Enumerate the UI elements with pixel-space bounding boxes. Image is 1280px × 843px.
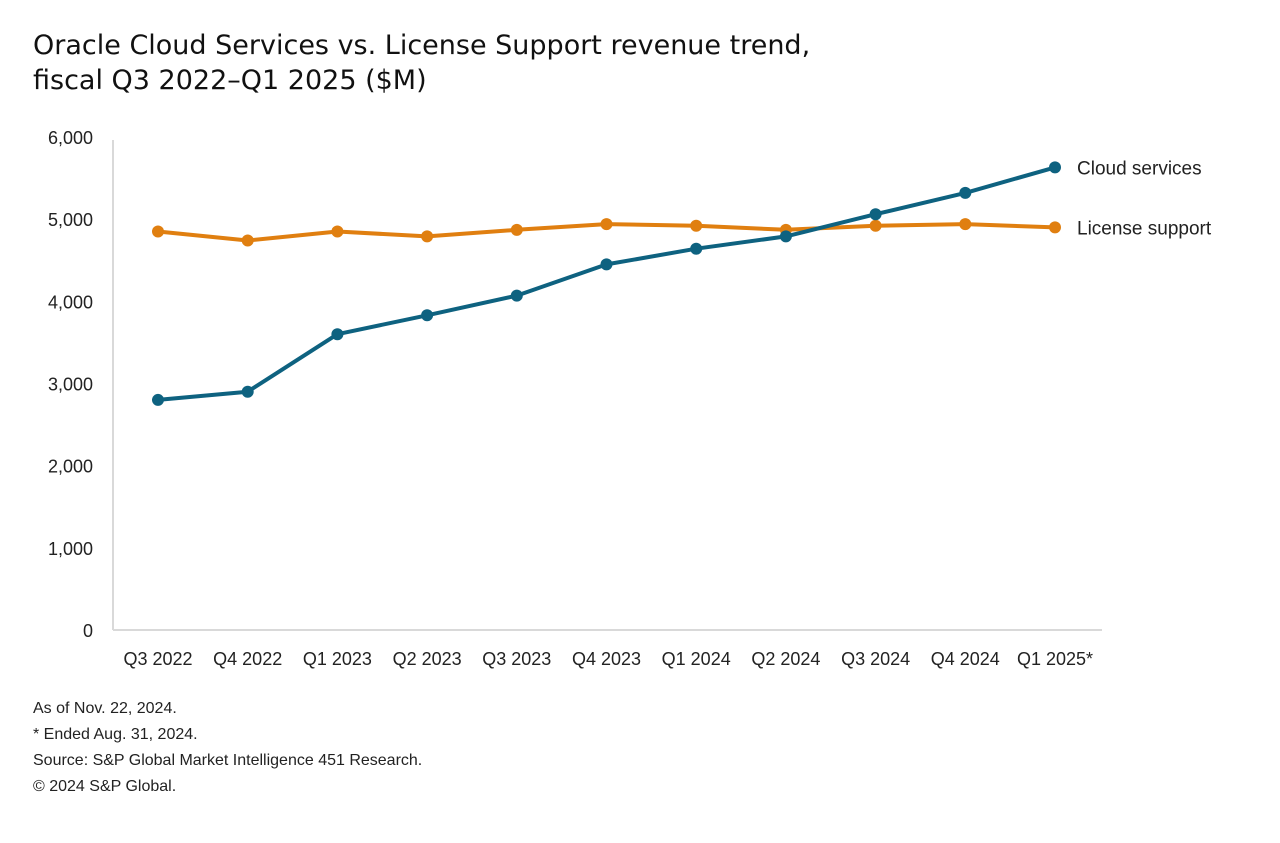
data-point-license-support [510,223,523,236]
chart-title: Oracle Cloud Services vs. License Suppor… [33,28,810,98]
data-point-cloud-services [510,289,523,302]
x-tick-label: Q2 2023 [393,649,462,669]
data-point-cloud-services [600,258,613,271]
series-layer: License support Cloud services [152,158,1212,406]
data-point-cloud-services [1049,161,1061,174]
y-tick-label: 6,000 [48,128,93,148]
data-point-license-support [331,225,344,238]
y-tick-label: 3,000 [48,375,93,395]
data-point-license-support [600,218,613,231]
data-point-license-support [690,219,703,232]
y-tick-label: 0 [83,621,93,641]
y-tick-label: 2,000 [48,457,93,477]
data-point-license-support [959,218,972,231]
x-axis-ticks: Q3 2022 Q4 2022 Q1 2023 Q2 2023 Q3 2023 Q4 20… [123,649,1093,669]
data-point-cloud-services [421,309,434,322]
y-tick-label: 1,000 [48,539,93,559]
data-point-cloud-services [152,393,164,406]
chart-title-line-1: Oracle Cloud Services vs. License Suppor… [33,30,811,61]
note-as-of: As of Nov. 22, 2024. [33,700,177,717]
series-cloud-services: Cloud services [152,158,1202,406]
x-tick-label: Q2 2024 [751,649,820,669]
data-point-license-support [421,230,434,243]
data-point-cloud-services [869,208,882,221]
series-line-cloud-services [156,165,1057,402]
data-point-cloud-services [690,242,703,255]
data-point-cloud-services [959,186,972,199]
data-point-license-support [869,219,882,232]
note-ended: * Ended Aug. 31, 2024. [33,726,198,743]
y-axis-ticks: 0 1,000 2,000 3,000 4,000 5,000 6,000 [48,128,93,641]
chart-notes: As of Nov. 22, 2024. * Ended Aug. 31, 20… [33,696,422,800]
x-tick-label: Q1 2025* [1017,649,1093,669]
x-tick-label: Q4 2024 [931,649,1000,669]
x-tick-label: Q3 2024 [841,649,910,669]
x-tick-label: Q4 2022 [213,649,282,669]
x-tick-label: Q3 2022 [123,649,192,669]
data-point-cloud-services [241,385,254,398]
x-tick-label: Q4 2023 [572,649,641,669]
x-tick-label: Q1 2023 [303,649,372,669]
data-point-license-support [241,234,254,247]
data-point-license-support [152,225,164,238]
chart-title-line-2: fiscal Q3 2022–Q1 2025 ($M) [33,65,427,96]
data-point-cloud-services [331,328,344,341]
x-tick-label: Q1 2024 [662,649,731,669]
note-source: Source: S&P Global Market Intelligence 4… [33,752,423,769]
y-tick-label: 4,000 [48,292,93,312]
series-label-cloud-services: Cloud services [1077,158,1202,179]
data-point-license-support [1049,221,1061,234]
series-license-support: License support [152,218,1212,247]
data-point-cloud-services [779,230,792,243]
note-copyright: © 2024 S&P Global. [33,778,177,795]
series-label-license-support: License support [1077,218,1212,239]
x-tick-label: Q3 2023 [482,649,551,669]
y-tick-label: 5,000 [48,210,93,230]
